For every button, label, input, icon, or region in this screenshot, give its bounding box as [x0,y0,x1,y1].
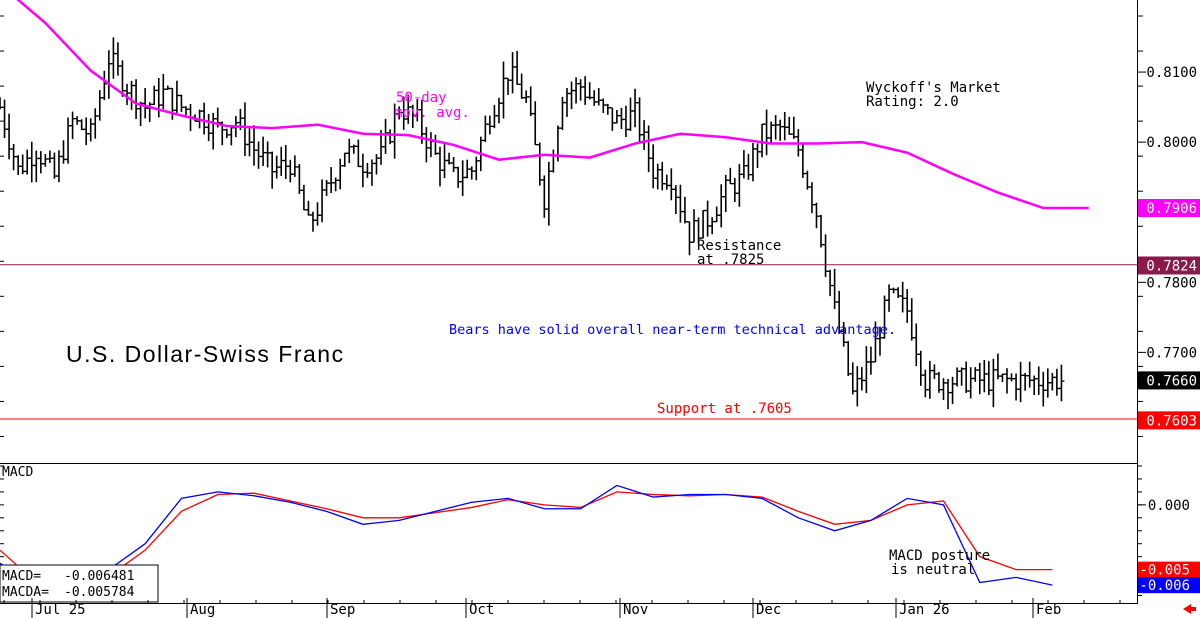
y-tick-label: 0.8100 [1146,65,1197,81]
macda-readout-value: -0.005784 [64,585,135,600]
macd-tag-label: -0.006 [1139,578,1190,594]
ohlc-bars [0,37,1065,410]
commentary: Bears have solid overall near-term techn… [449,322,896,338]
x-tick-label: Jan 26 [899,602,950,618]
ma-label-line2: mov. avg. [394,105,470,121]
macd-y-ticks: 0.000 [0,465,1190,597]
support-label: Support at .7605 [657,401,792,417]
price-tag-box [1138,256,1200,275]
price-tag-box [1138,199,1200,218]
macd-tag-box [1138,577,1200,594]
rating-line2: Rating: 2.0 [866,94,959,110]
x-tick-label: Oct [469,602,494,618]
y-tick-label: 0.7700 [1146,345,1197,361]
macda-line [0,491,1053,594]
price-tag-label: 0.7906 [1146,201,1197,217]
resistance-label-line1: Resistance [697,238,781,254]
ma-line [16,0,1089,210]
price-tag-box [1138,371,1200,390]
macd-line [0,484,1053,597]
macd-y-tick-label: 0.000 [1148,498,1190,514]
macda-readout-label: MACDA= [2,585,49,600]
x-axis-ticks: Jul 25 Aug Sep Oct Nov Dec Jan 26 Feb [3,598,1121,618]
scroll-arrow-icon[interactable] [1183,604,1196,614]
price-tag-label: 0.7603 [1146,413,1197,429]
x-tick-label: Nov [623,602,648,618]
resistance-label-line2: at .7825 [697,252,764,268]
x-tick-label: Aug [190,602,215,618]
macd-tags: -0.005-0.006 [1138,561,1200,594]
x-tick-label: Dec [756,602,781,618]
macd-annotation-line1: MACD posture [889,548,990,564]
macd-readout-value: -0.006481 [64,569,134,584]
macd-tag-box [1138,561,1200,578]
chart-title: U.S. Dollar-Swiss Franc [66,341,345,367]
macd-tag-label: -0.005 [1139,563,1190,579]
price-tag-label: 0.7824 [1146,258,1197,274]
price-tags: 0.7906 0.7824 0.7660 0.7603 [1138,199,1200,430]
macd-annotation-line2: is neutral [891,562,975,578]
rating-line1: Wyckoff's Market [866,80,1001,96]
x-tick-label: Feb [1036,602,1061,618]
ma-label-line1: 50-day [396,90,447,106]
x-tick-label: Jul 25 [35,602,86,618]
macd-readout-label: MACD= [2,569,41,584]
macd-readout-box [0,564,159,603]
price-tag-label: 0.7660 [1146,373,1197,389]
y-tick-label: 0.8000 [1146,135,1197,151]
macd-panel-title: MACD [2,465,33,480]
y-tick-label: 0.7800 [1146,275,1197,291]
x-tick-label: Sep [330,602,355,618]
price-tag-box [1138,411,1200,430]
